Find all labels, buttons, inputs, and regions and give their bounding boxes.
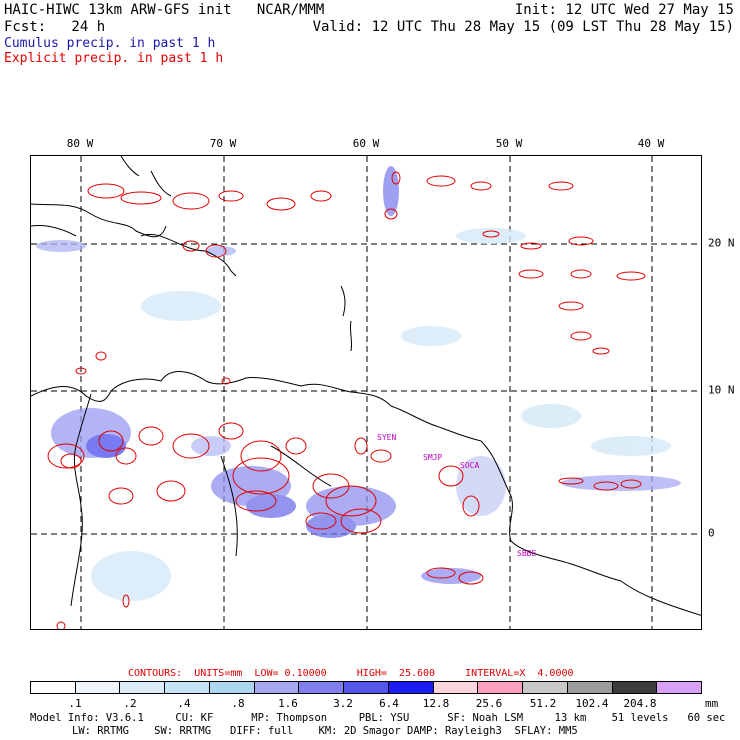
contour-info: CONTOURS: UNITS=mm LOW= 0.10000 HIGH= 25… bbox=[128, 668, 574, 679]
lat-label-0: 0 bbox=[708, 526, 715, 540]
station-soca: SOCA bbox=[460, 461, 480, 470]
scale-swatch bbox=[388, 682, 434, 693]
forecast-hour: Fcst: 24 h bbox=[4, 19, 106, 35]
cumulus-legend: Cumulus precip. in past 1 h bbox=[4, 36, 216, 51]
scale-label-10: 51.2 bbox=[529, 697, 557, 710]
lon-label-60w: 60 W bbox=[352, 137, 380, 150]
scale-label-12: 204.8 bbox=[623, 697, 657, 710]
station-smjp: SMJP bbox=[423, 453, 443, 462]
valid-time: Valid: 12 UTC Thu 28 May 15 (09 LST Thu … bbox=[312, 19, 734, 35]
lon-label-50w: 50 W bbox=[495, 137, 523, 150]
scale-swatch bbox=[344, 682, 389, 693]
precip-map: SYEN SMJP SOCA SBBE bbox=[30, 155, 702, 630]
scale-label-9: 25.6 bbox=[475, 697, 503, 710]
light-precip-areas bbox=[91, 228, 671, 601]
explicit-precip-contours bbox=[47, 171, 646, 629]
scale-swatch bbox=[75, 682, 121, 693]
scale-label-11: 102.4 bbox=[575, 697, 609, 710]
map-svg bbox=[31, 156, 701, 629]
scale-label-3: .4 bbox=[177, 697, 191, 710]
scale-swatch bbox=[567, 682, 613, 693]
scale-label-8: 12.8 bbox=[422, 697, 450, 710]
lat-label-20n: 20 N bbox=[708, 236, 735, 250]
scale-label-1: .1 bbox=[68, 697, 82, 710]
lon-label-70w: 70 W bbox=[209, 137, 237, 150]
scale-label-4: .8 bbox=[231, 697, 245, 710]
color-scale bbox=[30, 681, 702, 694]
model-info-line2: LW: RRTMG SW: RRTMG DIFF: full KM: 2D Sm… bbox=[72, 725, 578, 737]
scale-label-6: 3.2 bbox=[333, 697, 353, 710]
scale-swatch bbox=[523, 682, 568, 693]
station-syen: SYEN bbox=[377, 433, 397, 442]
scale-swatch bbox=[120, 682, 166, 693]
scale-label-5: 1.6 bbox=[278, 697, 298, 710]
scale-swatch bbox=[31, 682, 76, 693]
station-sbbe: SBBE bbox=[517, 549, 537, 558]
scale-swatch bbox=[254, 682, 300, 693]
scale-swatch bbox=[165, 682, 210, 693]
scale-units: mm bbox=[705, 697, 719, 710]
scale-label-2: .2 bbox=[123, 697, 137, 710]
lon-label-80w: 80 W bbox=[66, 137, 94, 150]
scale-swatch bbox=[209, 682, 255, 693]
scale-swatch bbox=[299, 682, 345, 693]
model-info-line1: Model Info: V3.6.1 CU: KF MP: Thompson P… bbox=[30, 712, 726, 724]
product-title: HAIC-HIWC 13km ARW-GFS init NCAR/MMM bbox=[4, 2, 325, 18]
lat-label-10n: 10 N bbox=[708, 383, 735, 397]
scale-swatch bbox=[657, 682, 702, 693]
explicit-legend: Explicit precip. in past 1 h bbox=[4, 51, 224, 66]
cumulus-precip-areas bbox=[36, 166, 681, 584]
scale-swatch bbox=[433, 682, 479, 693]
scale-swatch bbox=[612, 682, 658, 693]
graticule bbox=[31, 156, 701, 629]
scale-swatch bbox=[478, 682, 524, 693]
init-time: Init: 12 UTC Wed 27 May 15 bbox=[514, 2, 734, 18]
lon-label-40w: 40 W bbox=[637, 137, 665, 150]
scale-label-7: 6.4 bbox=[379, 697, 399, 710]
